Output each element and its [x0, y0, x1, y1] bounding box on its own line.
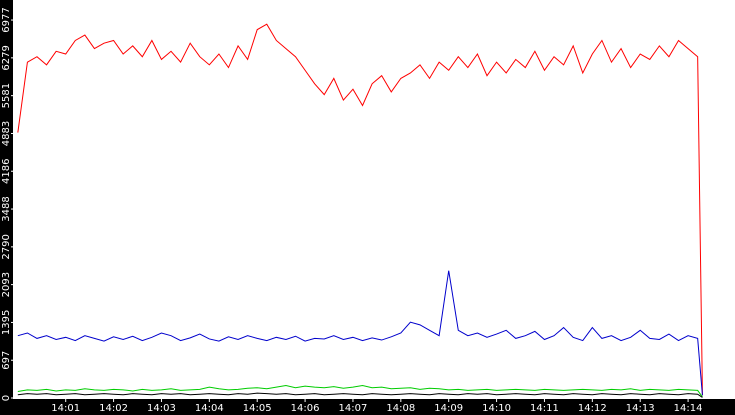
- y-tick-label: 697: [1, 351, 12, 370]
- x-tick-label: 14:07: [339, 403, 368, 414]
- y-tick-label: 2790: [1, 234, 12, 259]
- y-tick-label: 6977: [1, 7, 12, 32]
- y-tick-label: 4186: [1, 159, 12, 184]
- series-line: [17, 23, 703, 396]
- y-tick-label: 1395: [1, 310, 12, 335]
- x-tick-label: 14:08: [386, 403, 415, 414]
- y-tick-label: 0: [1, 395, 12, 401]
- x-tick-label: 14:01: [51, 403, 80, 414]
- x-tick-label: 14:11: [530, 403, 559, 414]
- x-tick-label: 14:13: [626, 403, 655, 414]
- x-tick-label: 14:04: [195, 403, 224, 414]
- y-tick-label: 2093: [1, 272, 12, 297]
- x-tick-label: 14:12: [578, 403, 607, 414]
- x-tick-label: 14:05: [243, 403, 272, 414]
- y-tick-label: 5581: [1, 83, 12, 108]
- y-tick-label: 6279: [1, 45, 12, 70]
- series-line: [17, 270, 703, 396]
- y-tick-label: 3488: [1, 196, 12, 221]
- x-tick-label: 14:14: [674, 403, 703, 414]
- y-axis-strip: [0, 0, 13, 415]
- x-tick-label: 14:06: [291, 403, 320, 414]
- x-axis-strip: [0, 399, 735, 415]
- series-line: [17, 392, 703, 398]
- x-tick-label: 14:09: [434, 403, 463, 414]
- y-tick-label: 4883: [1, 121, 12, 146]
- x-tick-label: 14:02: [99, 403, 128, 414]
- series-line: [17, 385, 703, 398]
- x-tick-label: 14:03: [147, 403, 176, 414]
- x-tick-label: 14:10: [482, 403, 511, 414]
